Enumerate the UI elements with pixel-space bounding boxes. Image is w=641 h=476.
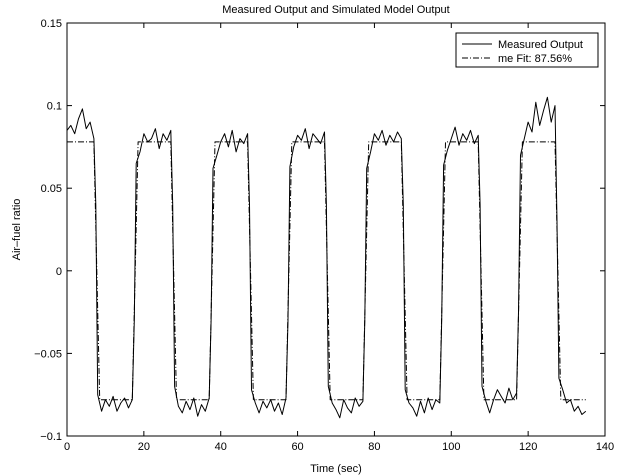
x-tick-label: 80 <box>368 441 380 453</box>
y-tick-label: 0 <box>56 266 62 278</box>
x-tick-label: 100 <box>442 441 460 453</box>
x-tick-label: 140 <box>596 441 614 453</box>
x-tick-label: 40 <box>215 441 227 453</box>
series-line-fit <box>67 141 586 401</box>
y-tick-label: 0.1 <box>47 101 62 113</box>
y-axis-label: Air–fuel ratio <box>11 199 23 261</box>
x-tick-label: 20 <box>138 441 150 453</box>
series-line-measured <box>66 96 587 419</box>
x-axis: 0 20 40 60 80 100 120 140 <box>64 23 614 453</box>
x-tick-label: 60 <box>291 441 303 453</box>
y-tick-label: 0.05 <box>41 183 62 195</box>
legend-box <box>455 32 599 68</box>
y-tick-label: −0.05 <box>34 348 62 360</box>
x-tick-label: 0 <box>64 441 70 453</box>
y-tick-label: −0.1 <box>40 431 62 443</box>
legend: Measured Output me Fit: 87.56% <box>455 32 599 68</box>
y-axis: −0.1 −0.05 0 0.05 0.1 0.15 <box>34 18 605 443</box>
chart-title: Measured Output and Simulated Model Outp… <box>222 4 449 16</box>
series-layer <box>66 96 587 419</box>
plot-area <box>66 22 606 437</box>
x-tick-label: 120 <box>519 441 537 453</box>
legend-label-fit: me Fit: 87.56% <box>498 53 572 65</box>
x-axis-label: Time (sec) <box>310 463 362 475</box>
y-tick-label: 0.15 <box>41 18 62 30</box>
legend-label-measured: Measured Output <box>498 39 583 51</box>
